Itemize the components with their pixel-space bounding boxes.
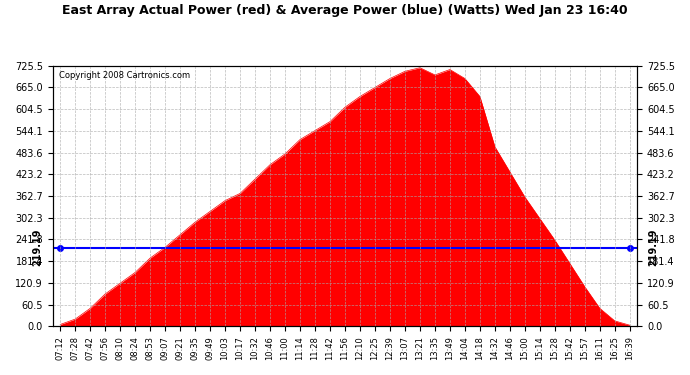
Text: East Array Actual Power (red) & Average Power (blue) (Watts) Wed Jan 23 16:40: East Array Actual Power (red) & Average … (62, 4, 628, 17)
Text: Copyright 2008 Cartronics.com: Copyright 2008 Cartronics.com (59, 71, 190, 80)
Text: 219.19: 219.19 (648, 229, 658, 266)
Text: 219.19: 219.19 (32, 229, 42, 266)
